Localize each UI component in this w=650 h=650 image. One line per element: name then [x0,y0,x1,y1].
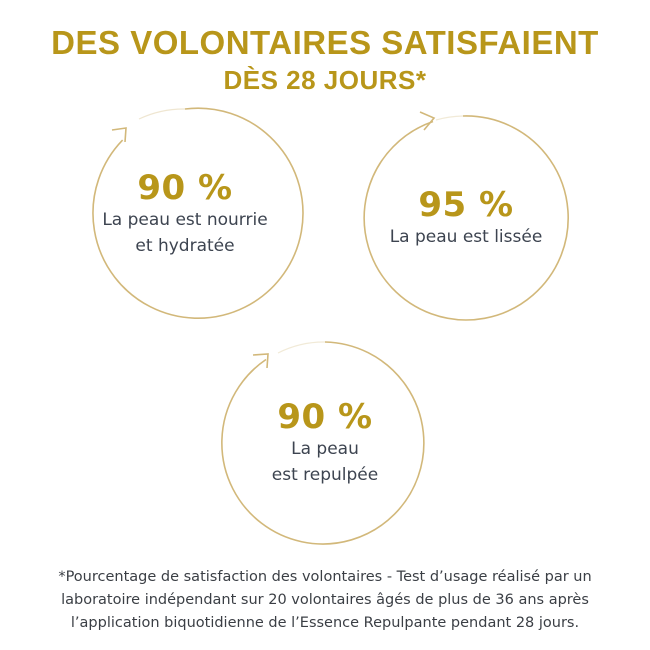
circular-arrow-icon [92,107,304,319]
stat-card-nourished: 90 % La peau est nourrie et hydratée [79,107,304,320]
stat-card-smoothed: 95 % La peau est lissée [363,111,569,321]
circular-arrow-icon [363,111,569,321]
stat-label-line1: La peau est nourrie [102,210,268,230]
subheadline: DÈS 28 JOURS* [223,65,427,95]
circular-arrow-icon [221,341,425,545]
stat-label-line2: et hydratée [135,236,235,256]
stat-value: 90 % [137,168,233,208]
footnote-line3: l’application biquotidienne de l’Essence… [70,615,580,631]
stat-label-line2: est repulpée [271,465,379,485]
stat-label-line1: La peau [291,439,359,459]
stat-value: 95 % [418,185,514,225]
stat-label-line1: La peau est lissée [389,227,543,247]
footnote: *Pourcentage de satisfaction des volonta… [0,566,650,635]
stat-card-plumped: 90 % La peau est repulpée [221,341,427,545]
stat-value: 90 % [277,397,373,437]
footnote-line1: *Pourcentage de satisfaction des volonta… [58,569,592,585]
headline: DES VOLONTAIRES SATISFAIENT [51,24,599,61]
footnote-line2: laboratoire indépendant sur 20 volontair… [61,592,589,608]
